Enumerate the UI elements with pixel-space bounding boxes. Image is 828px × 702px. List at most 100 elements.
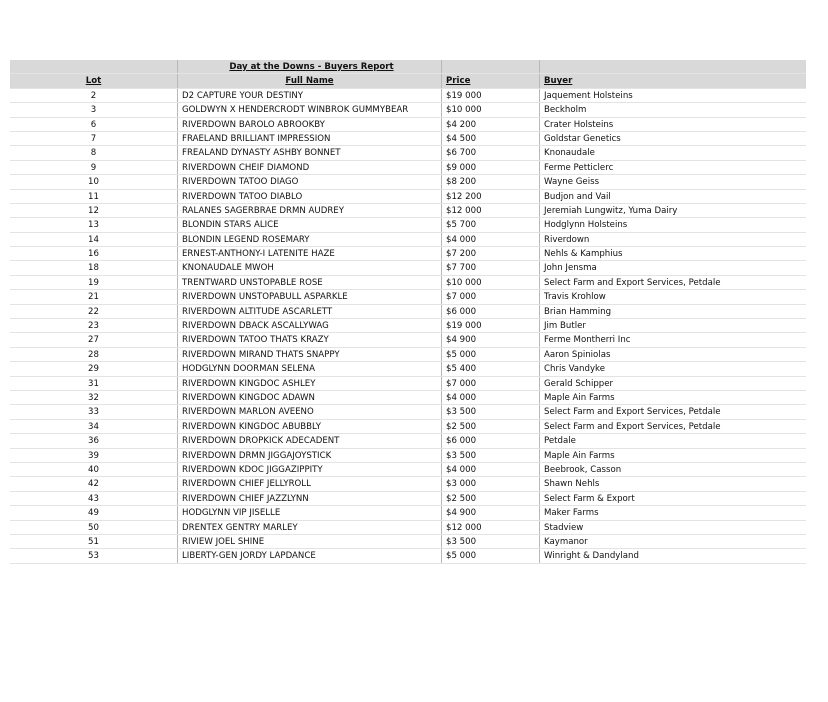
table-cell: 43 — [10, 491, 178, 506]
table-cell: $19 000 — [442, 319, 540, 333]
table-cell: Chris Vandyke — [544, 364, 605, 375]
table-row: 42 RIVERDOWN CHIEF JELLYROLL $3 000 Shawn N… — [10, 477, 806, 492]
table-cell: Jeremiah Lungwitz, Yuma Dairy — [544, 205, 678, 216]
table-cell: $4 200 — [442, 117, 540, 131]
table-cell: $2 500 — [442, 491, 540, 506]
table-cell: RIVERDOWN UNSTOPABULL ASPARKLE — [178, 290, 442, 304]
table-cell: Shawn Nehls — [544, 479, 600, 490]
cell — [442, 60, 540, 74]
table-cell: 33 — [10, 405, 178, 419]
table-row: 13 BLONDIN STARS ALICE $5 700 Hodglynn Hols… — [10, 218, 806, 233]
table-cell: 22 — [10, 304, 178, 319]
table-cell: RIVERDOWN TATOO THATS KRAZY — [178, 333, 442, 347]
table-cell: Riverdown — [544, 234, 590, 245]
column-header: Buyer — [544, 76, 573, 87]
table-cell: Select Farm and Export Services, Petdale — [544, 407, 721, 418]
header-cell: Buyer — [540, 74, 806, 87]
table-cell: DRENTEX GENTRY MARLEY — [178, 520, 442, 534]
table-row: 36 RIVERDOWN DROPKICK ADECADENT $6 000 Petd… — [10, 434, 806, 449]
table-cell: RIVERDOWN MIRAND THATS SNAPPY — [178, 347, 442, 362]
table-cell: 51 — [10, 534, 178, 549]
table-cell: $4 900 — [442, 333, 540, 347]
cell — [540, 60, 806, 73]
table-row: 34 RIVERDOWN KINGDOC ABUBBLY $2 500 Select … — [10, 419, 806, 435]
table-cell: $7 200 — [442, 247, 540, 261]
table-cell: $4 900 — [442, 506, 540, 520]
table-row: 51 RIVIEW JOEL SHINE $3 500 Kaymanor — [10, 534, 806, 550]
table-cell: 3 — [10, 103, 178, 117]
table-row: 3 GOLDWYN X HENDERCRODT WINBROK GUMMYBEAR… — [10, 103, 806, 118]
table-cell: 7 — [10, 131, 178, 146]
table-cell: BLONDIN LEGEND ROSEMARY — [178, 232, 442, 247]
table-row: 28 RIVERDOWN MIRAND THATS SNAPPY $5 000 Aar… — [10, 347, 806, 363]
table-row: 11 RIVERDOWN TATOO DIABLO $12 200 Budjon an… — [10, 189, 806, 204]
table-cell: Ferme Petticlerc — [544, 162, 614, 173]
table-row: 27 RIVERDOWN TATOO THATS KRAZY $4 900 Ferme… — [10, 333, 806, 348]
table-row: 14 BLONDIN LEGEND ROSEMARY $4 000 Riverdown — [10, 232, 806, 248]
table-row: 12 RALANES SAGERBRAE DRMN AUDREY $12 000 Je… — [10, 203, 806, 219]
table-row: 18 KNONAUDALE MWOH $7 700 John Jensma — [10, 261, 806, 276]
table-cell: $3 500 — [442, 405, 540, 419]
table-cell: 53 — [10, 549, 178, 563]
table-row: 29 HODGLYNN DOORMAN SELENA $5 400 Chris Van… — [10, 362, 806, 377]
table-cell: RIVERDOWN DRMN JIGGAJOYSTICK — [178, 448, 442, 462]
table-row: 8 FREALAND DYNASTY ASHBY BONNET $6 700 Knon… — [10, 146, 806, 161]
table-cell: Petdale — [544, 436, 576, 447]
table-cell: 28 — [10, 347, 178, 362]
header-cell: Price — [442, 74, 540, 88]
table-cell: 2 — [10, 88, 178, 103]
header-row: Lot Full Name Price Buyer — [10, 74, 806, 89]
table-cell: Winright & Dandyland — [544, 551, 639, 562]
table-row: 9 RIVERDOWN CHEIF DIAMOND $9 000 Ferme Pett… — [10, 160, 806, 176]
table-cell: 9 — [10, 160, 178, 175]
table-cell: HODGLYNN VIP JISELLE — [178, 506, 442, 520]
table-row: 23 RIVERDOWN DBACK ASCALLYWAG $19 000 Jim B… — [10, 319, 806, 334]
table-cell: 13 — [10, 218, 178, 232]
table-cell: $2 500 — [442, 419, 540, 434]
table-cell: $6 700 — [442, 146, 540, 160]
table-cell: Beckholm — [544, 105, 587, 116]
table-cell: $4 500 — [442, 131, 540, 146]
table-cell: Gerald Schipper — [544, 378, 614, 389]
table-cell: 50 — [10, 520, 178, 534]
table-cell: RIVERDOWN KDOC JIGGAZIPPITY — [178, 462, 442, 477]
table-cell: Wayne Geiss — [544, 177, 600, 188]
table-cell: BLONDIN STARS ALICE — [178, 218, 442, 232]
table-cell: RIVERDOWN KINGDOC ADAWN — [178, 390, 442, 405]
table-cell: $3 500 — [442, 534, 540, 549]
table-cell: RIVERDOWN CHIEF JAZZLYNN — [178, 491, 442, 506]
table-cell: Maple Ain Farms — [544, 450, 615, 461]
table-cell: KNONAUDALE MWOH — [178, 261, 442, 275]
table-row: 39 RIVERDOWN DRMN JIGGAJOYSTICK $3 500 Mapl… — [10, 448, 806, 463]
table-row: 33 RIVERDOWN MARLON AVEENO $3 500 Select Fa… — [10, 405, 806, 420]
table-cell: 11 — [10, 189, 178, 203]
table-cell: RIVERDOWN TATOO DIABLO — [178, 189, 442, 203]
column-header: Full Name — [285, 76, 334, 87]
table-row: 40 RIVERDOWN KDOC JIGGAZIPPITY $4 000 Beebr… — [10, 462, 806, 478]
column-header: Price — [446, 76, 471, 87]
table-cell: RIVERDOWN TATOO DIAGO — [178, 175, 442, 189]
table-cell: $3 500 — [442, 448, 540, 462]
table-row: 22 RIVERDOWN ALTITUDE ASCARLETT $6 000 Bria… — [10, 304, 806, 320]
table-cell: 16 — [10, 247, 178, 261]
table-cell: Knonaudale — [544, 148, 595, 159]
table-cell: 23 — [10, 319, 178, 333]
table-cell: 39 — [10, 448, 178, 462]
table-row: 43 RIVERDOWN CHIEF JAZZLYNN $2 500 Select F… — [10, 491, 806, 507]
table-cell: $7 000 — [442, 290, 540, 304]
table-cell: ERNEST-ANTHONY-I LATENITE HAZE — [178, 247, 442, 261]
title-row: Day at the Downs - Buyers Report — [10, 60, 806, 75]
table-cell: $4 000 — [442, 390, 540, 405]
report-title: Day at the Downs - Buyers Report — [178, 60, 442, 74]
table-cell: Goldstar Genetics — [544, 133, 621, 144]
table-row: 2 D2 CAPTURE YOUR DESTINY $19 000 Jaquement… — [10, 88, 806, 104]
table-cell: Stadview — [544, 522, 584, 533]
table-cell: Select Farm and Export Services, Petdale — [544, 277, 721, 288]
table-cell: $7 000 — [442, 376, 540, 390]
table-cell: Select Farm and Export Services, Petdale — [544, 421, 721, 432]
table-cell: 29 — [10, 362, 178, 376]
table-row: 10 RIVERDOWN TATOO DIAGO $8 200 Wayne Geiss — [10, 175, 806, 190]
table-cell: 40 — [10, 462, 178, 477]
table-cell: Aaron Spiniolas — [544, 349, 611, 360]
table-cell: $6 000 — [442, 304, 540, 319]
